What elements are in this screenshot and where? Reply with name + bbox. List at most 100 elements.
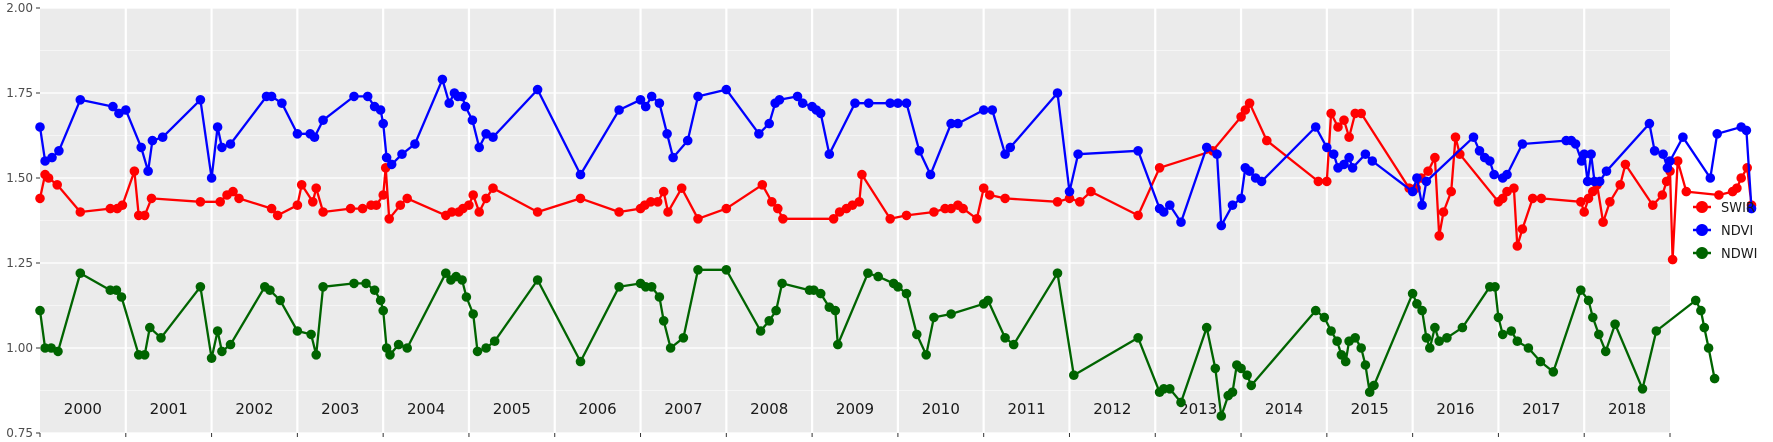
data-point-ndwi	[863, 268, 873, 279]
data-point-ndvi	[668, 152, 678, 163]
data-point-ndwi	[1350, 333, 1360, 343]
data-point-ndwi	[693, 265, 703, 275]
data-point-ndwi	[1407, 288, 1418, 299]
data-point-ndwi	[1319, 312, 1330, 323]
data-point-ndvi	[1176, 217, 1186, 227]
series-line-ndwi	[38, 268, 1716, 418]
data-point-ndwi	[1417, 305, 1427, 316]
data-point-ndvi	[1000, 149, 1010, 159]
data-point-ndwi	[139, 350, 150, 360]
data-point-ndwi	[1000, 333, 1010, 343]
data-point-swir	[614, 207, 624, 217]
legend-item-ndvi[interactable]: NDVI	[1693, 224, 1753, 239]
data-point-swir	[1576, 197, 1586, 207]
data-point-swir	[234, 193, 244, 204]
data-point-swir	[1154, 163, 1165, 173]
data-point-ndvi	[1244, 166, 1255, 176]
data-point-ndvi	[925, 169, 936, 180]
legend-label-ndwi: NDWI	[1721, 247, 1757, 262]
data-point-ndwi	[111, 285, 122, 296]
data-point-ndwi	[1594, 329, 1604, 340]
axes: 0.75 1.00 1.25 1.50 1.75 2.00	[6, 1, 1671, 440]
data-point-ndwi	[575, 356, 586, 367]
data-point-ndwi	[385, 350, 395, 360]
data-point-ndvi	[437, 74, 448, 85]
data-point-ndvi	[893, 98, 903, 108]
year-label: 2017	[1522, 400, 1560, 418]
data-point-swir	[1244, 98, 1255, 108]
data-point-swir	[488, 183, 498, 193]
data-point-swir	[778, 214, 788, 224]
data-point-ndvi	[532, 84, 543, 95]
data-point-ndvi	[54, 146, 64, 156]
data-point-ndvi	[277, 98, 287, 108]
data-point-ndvi	[987, 105, 998, 115]
data-point-ndvi	[1665, 156, 1675, 166]
data-point-ndvi	[381, 152, 392, 163]
data-point-ndwi	[1430, 322, 1440, 333]
data-point-ndwi	[1600, 346, 1611, 357]
data-point-swir	[1536, 193, 1547, 204]
data-point-ndwi	[468, 309, 479, 319]
data-point-ndvi	[47, 152, 57, 163]
data-point-ndwi	[1696, 305, 1706, 316]
data-point-ndwi	[1651, 326, 1662, 336]
year-label: 2007	[664, 400, 702, 418]
data-point-ndvi	[1360, 149, 1371, 159]
data-point-ndwi	[1506, 326, 1517, 336]
data-point-swir	[857, 169, 867, 180]
data-point-ndwi	[206, 353, 217, 364]
data-point-ndwi	[1588, 312, 1598, 323]
data-point-ndwi	[1133, 333, 1143, 343]
data-point-swir	[1326, 108, 1336, 119]
data-point-swir	[1714, 190, 1724, 200]
legend-item-swir[interactable]: SWIR	[1693, 201, 1755, 216]
y-tick-label: 1.50	[6, 171, 33, 185]
data-point-swir	[378, 190, 389, 200]
legend-item-ndwi[interactable]: NDWI	[1693, 247, 1757, 262]
data-point-ndwi	[1523, 343, 1534, 353]
year-labels: 2000 2001 2002 2003 2004 2005 2006 2007 2008 2009…	[64, 400, 1646, 418]
data-point-ndwi	[1637, 384, 1648, 394]
data-point-ndwi	[921, 350, 931, 360]
data-point-ndwi	[1535, 356, 1546, 367]
data-point-ndvi	[309, 132, 320, 142]
data-point-ndvi	[575, 169, 586, 180]
data-point-swir	[676, 183, 687, 193]
data-point-ndvi	[1165, 200, 1175, 210]
data-point-swir	[266, 203, 277, 214]
data-point-ndwi	[646, 282, 657, 292]
data-point-ndvi	[1579, 149, 1589, 159]
data-point-swir	[1133, 210, 1143, 221]
data-point-swir	[1672, 156, 1683, 166]
data-point-ndvi	[1052, 88, 1063, 98]
data-point-swir	[1615, 180, 1625, 190]
data-point-ndwi	[614, 282, 624, 292]
data-point-swir	[1648, 200, 1658, 210]
data-point-ndwi	[721, 265, 732, 275]
data-point-swir	[1434, 231, 1444, 241]
data-point-ndwi	[349, 278, 359, 289]
data-point-ndvi	[121, 105, 131, 115]
data-point-ndwi	[893, 282, 903, 292]
data-point-swir	[464, 200, 474, 210]
data-point-ndwi	[1340, 356, 1351, 367]
data-point-ndvi	[721, 84, 732, 95]
data-point-ndwi	[1699, 322, 1710, 333]
data-point-ndwi	[1709, 373, 1720, 384]
data-point-ndvi	[136, 142, 146, 153]
data-point-ndwi	[1425, 343, 1435, 353]
data-point-ndvi	[460, 101, 471, 112]
data-point-ndwi	[1242, 370, 1252, 381]
data-point-swir	[532, 207, 543, 217]
data-point-ndvi	[362, 91, 373, 102]
data-point-ndwi	[1008, 339, 1019, 350]
year-label: 2016	[1436, 400, 1474, 418]
data-point-swir	[1344, 132, 1354, 142]
data-point-ndwi	[1246, 380, 1257, 391]
data-point-ndvi	[225, 139, 236, 149]
data-point-ndwi	[1326, 326, 1336, 336]
data-point-ndvi	[654, 98, 665, 108]
data-point-ndwi	[658, 316, 669, 326]
data-point-swir	[1579, 207, 1589, 217]
